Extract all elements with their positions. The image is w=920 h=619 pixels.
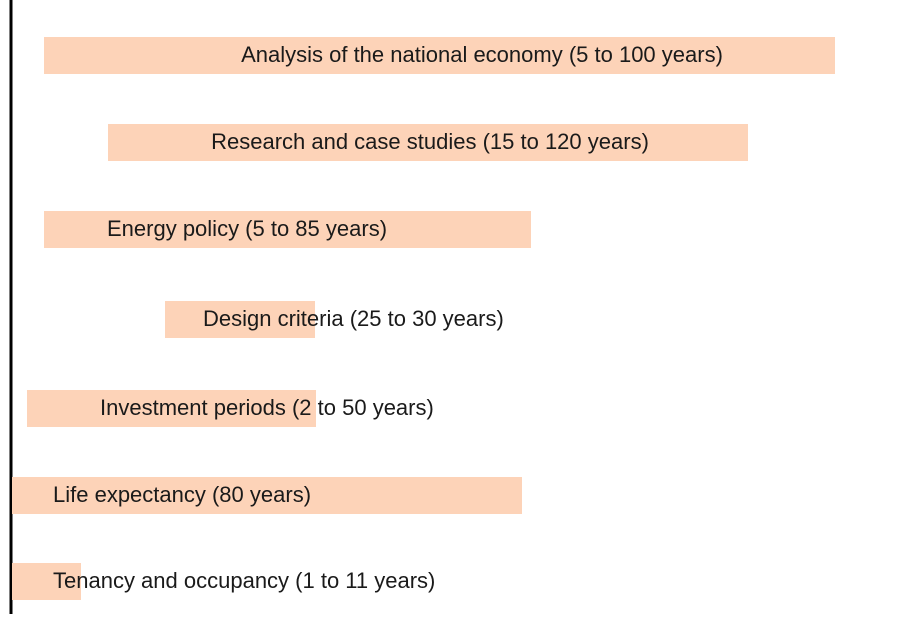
- item-label: Investment periods (2 to 50 years): [100, 395, 434, 420]
- range-bar: [27, 390, 316, 427]
- range-bar: [44, 211, 531, 248]
- item-label: Life expectancy (80 years): [53, 482, 311, 507]
- range-bar: [12, 477, 522, 514]
- item-label: Analysis of the national economy (5 to 1…: [241, 42, 723, 67]
- range-bar: [165, 301, 315, 338]
- item-label: Design criteria (25 to 30 years): [203, 306, 504, 331]
- item-label: Tenancy and occupancy (1 to 11 years): [53, 568, 435, 593]
- range-bar: [108, 124, 748, 161]
- item-label: Research and case studies (15 to 120 yea…: [211, 129, 649, 154]
- range-bar: [12, 563, 81, 600]
- range-bar: [44, 37, 835, 74]
- item-label: Energy policy (5 to 85 years): [107, 216, 387, 241]
